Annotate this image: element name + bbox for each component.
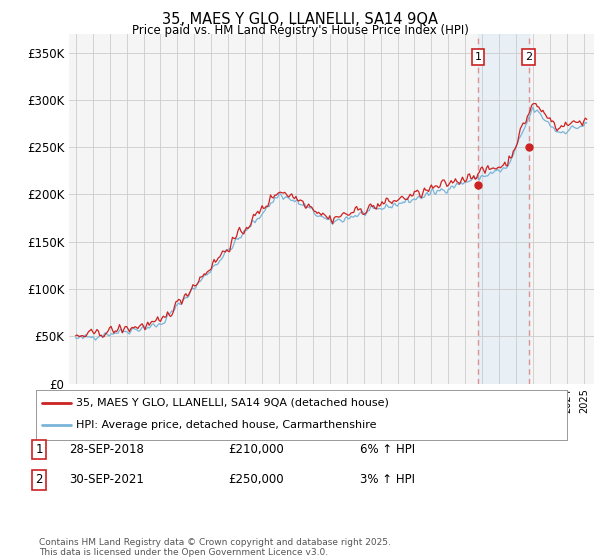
Text: 6% ↑ HPI: 6% ↑ HPI	[360, 443, 415, 456]
Text: 30-SEP-2021: 30-SEP-2021	[69, 473, 144, 487]
Text: £250,000: £250,000	[228, 473, 284, 487]
Text: HPI: Average price, detached house, Carmarthenshire: HPI: Average price, detached house, Carm…	[76, 421, 376, 430]
Text: 35, MAES Y GLO, LLANELLI, SA14 9QA: 35, MAES Y GLO, LLANELLI, SA14 9QA	[162, 12, 438, 27]
Text: 1: 1	[35, 443, 43, 456]
Bar	[478, 34, 529, 384]
Text: Price paid vs. HM Land Registry's House Price Index (HPI): Price paid vs. HM Land Registry's House …	[131, 24, 469, 36]
Text: Contains HM Land Registry data © Crown copyright and database right 2025.
This d: Contains HM Land Registry data © Crown c…	[39, 538, 391, 557]
Text: £210,000: £210,000	[228, 443, 284, 456]
Text: 28-SEP-2018: 28-SEP-2018	[69, 443, 144, 456]
Text: 35, MAES Y GLO, LLANELLI, SA14 9QA (detached house): 35, MAES Y GLO, LLANELLI, SA14 9QA (deta…	[76, 398, 389, 408]
Text: 2: 2	[35, 473, 43, 487]
Text: 3% ↑ HPI: 3% ↑ HPI	[360, 473, 415, 487]
Text: 1: 1	[475, 52, 481, 62]
Text: 2: 2	[525, 52, 532, 62]
